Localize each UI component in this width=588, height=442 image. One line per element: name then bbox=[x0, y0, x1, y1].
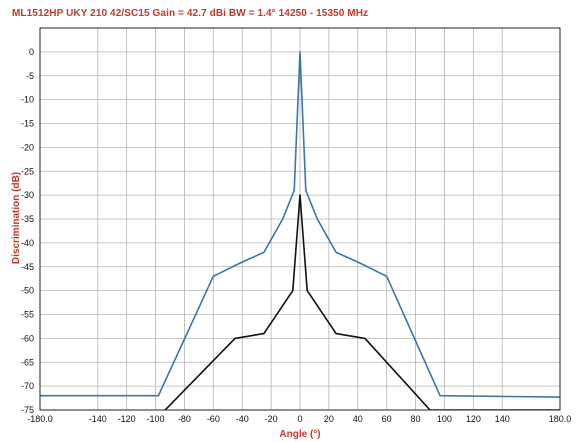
x-tick-label: -100 bbox=[147, 414, 165, 424]
chart-title: ML1512HP UKY 210 42/SC15 Gain = 42.7 dBi… bbox=[12, 8, 369, 19]
x-tick-label: -120 bbox=[118, 414, 136, 424]
x-tick-label: 120 bbox=[466, 414, 481, 424]
x-tick-label: 80 bbox=[411, 414, 421, 424]
series-1-line bbox=[40, 51, 560, 398]
x-tick-label: -80 bbox=[178, 414, 191, 424]
y-tick-label: -10 bbox=[21, 95, 34, 105]
x-tick-label: -60 bbox=[207, 414, 220, 424]
y-tick-label: -30 bbox=[21, 190, 34, 200]
x-tick-label: -20 bbox=[265, 414, 278, 424]
y-tick-label: -5 bbox=[26, 71, 34, 81]
y-tick-label: -55 bbox=[21, 310, 34, 320]
y-tick-label: -50 bbox=[21, 286, 34, 296]
x-axis-title: Angle (°) bbox=[279, 429, 320, 440]
series-layer bbox=[40, 51, 560, 410]
x-tick-label: 0 bbox=[297, 414, 302, 424]
x-tick-label: 180.0 bbox=[549, 414, 572, 424]
y-tick-label: -15 bbox=[21, 119, 34, 129]
y-tick-label: -70 bbox=[21, 381, 34, 391]
y-tick-label: -35 bbox=[21, 214, 34, 224]
y-tick-label: 0 bbox=[29, 47, 34, 57]
y-tick-label: -20 bbox=[21, 142, 34, 152]
y-axis-title: Discrimination (dB) bbox=[11, 172, 22, 264]
y-tick-label: -65 bbox=[21, 357, 34, 367]
series-2-line bbox=[164, 194, 560, 410]
y-tick-label: -40 bbox=[21, 238, 34, 248]
x-tick-label: -40 bbox=[236, 414, 249, 424]
x-tick-label: 100 bbox=[437, 414, 452, 424]
x-tick-label: 60 bbox=[382, 414, 392, 424]
y-tick-label: -75 bbox=[21, 405, 34, 415]
y-tick-label: -25 bbox=[21, 166, 34, 176]
x-tick-label: -180.0 bbox=[27, 414, 53, 424]
x-tick-label: 20 bbox=[324, 414, 334, 424]
tick-labels: -180.0 -140 -120 -100 -80 -60 -40 -20 0 20 40 60 80 1… bbox=[21, 47, 571, 424]
y-tick-label: -45 bbox=[21, 262, 34, 272]
y-tick-label: -60 bbox=[21, 333, 34, 343]
x-tick-label: 40 bbox=[353, 414, 363, 424]
grid bbox=[39, 28, 561, 411]
plot-frame bbox=[39, 27, 561, 411]
x-tick-label: -140 bbox=[89, 414, 107, 424]
x-tick-label: 140 bbox=[495, 414, 510, 424]
